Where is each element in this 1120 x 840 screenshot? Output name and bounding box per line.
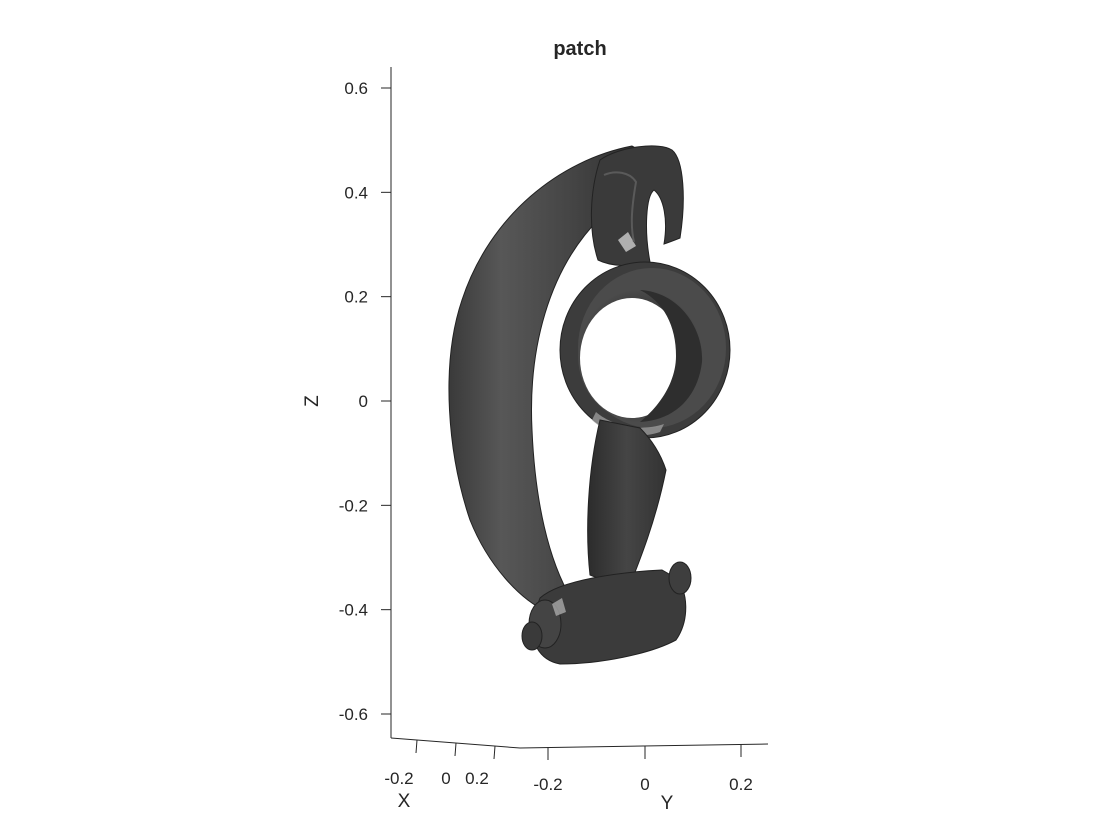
y-axis-ticks: -0.2 0 0.2 xyxy=(533,744,753,794)
x-axis: -0.2 0 0.2 X xyxy=(384,737,521,812)
x-axis-ticks: -0.2 0 0.2 xyxy=(384,739,496,788)
y-axis-label: Y xyxy=(661,793,674,814)
lower-arm xyxy=(587,419,667,591)
bore-inner-shadow xyxy=(580,298,684,418)
lower-pivot xyxy=(531,569,687,665)
pivot-pin-right xyxy=(668,561,692,595)
z-tick-label: 0.4 xyxy=(344,183,368,202)
pivot-glint xyxy=(552,598,566,616)
z-tick-label: 0.6 xyxy=(344,79,368,98)
x-tick-label: 0.2 xyxy=(465,769,489,788)
y-tick-label: -0.2 xyxy=(533,775,562,794)
y-axis-line xyxy=(519,743,769,749)
y-axis: -0.2 0 0.2 Y xyxy=(519,743,769,814)
x-tick-label: -0.2 xyxy=(384,769,413,788)
z-tick-label: 0.2 xyxy=(344,288,368,307)
top-fork xyxy=(590,145,684,267)
z-tick-label: -0.4 xyxy=(339,601,368,620)
z-axis: 0.6 0.4 0.2 0 -0.2 -0.4 -0.6 Z xyxy=(302,67,392,738)
x-tick-mark xyxy=(493,745,496,760)
x-tick-mark xyxy=(454,742,457,757)
y-tick-label: 0.2 xyxy=(729,775,753,794)
x-tick-label: 0 xyxy=(441,769,450,788)
pivot-pin-left xyxy=(521,621,543,651)
fork-highlight xyxy=(618,232,636,252)
bore-inner-wall xyxy=(640,290,703,422)
x-axis-label: X xyxy=(398,791,411,812)
z-tick-label: 0 xyxy=(359,392,368,411)
z-axis-label: Z xyxy=(302,395,323,407)
y-tick-label: 0 xyxy=(640,775,649,794)
x-tick-mark xyxy=(415,739,418,754)
z-axis-ticks: 0.6 0.4 0.2 0 -0.2 -0.4 -0.6 xyxy=(339,79,391,724)
z-tick-label: -0.6 xyxy=(339,705,368,724)
chart-title: patch xyxy=(553,38,606,60)
patch-object xyxy=(448,145,731,665)
z-tick-label: -0.2 xyxy=(339,496,368,515)
fork-ridge xyxy=(603,171,638,243)
